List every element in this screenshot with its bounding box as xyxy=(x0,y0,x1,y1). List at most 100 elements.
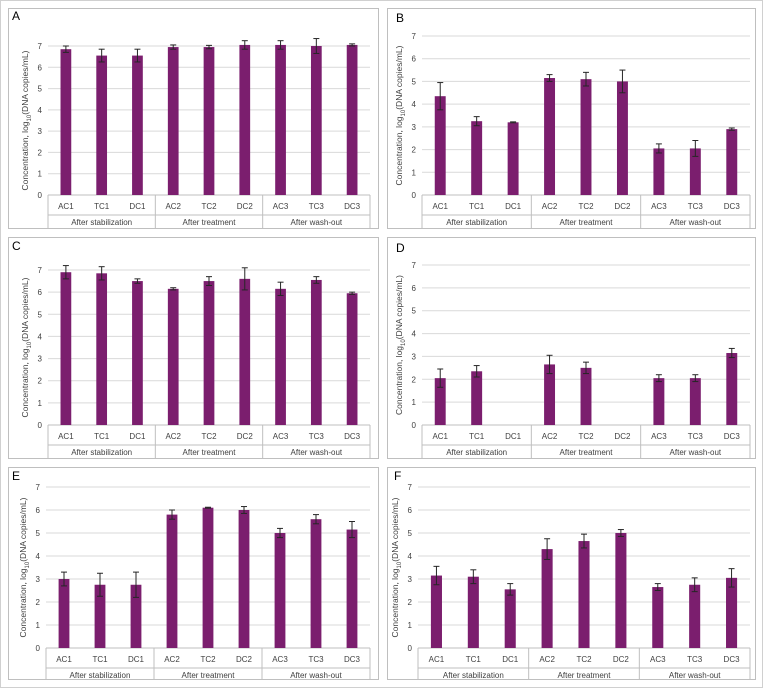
group-label: After wash-out xyxy=(290,671,342,680)
category-label: AC2 xyxy=(542,432,558,441)
category-label: AC1 xyxy=(429,655,445,664)
bar xyxy=(238,510,250,648)
bar xyxy=(544,364,556,425)
category-label: TC2 xyxy=(201,202,217,211)
group-label: After wash-out xyxy=(291,218,343,227)
category-label: AC1 xyxy=(432,432,448,441)
bar xyxy=(96,55,108,196)
chart-panel-d: D 0 1 2 3 4 5 6 7 Concentration, log10(DNA copies… xyxy=(387,237,756,459)
category-label: AC1 xyxy=(58,432,74,441)
y-tick-label: 5 xyxy=(36,529,41,538)
bar xyxy=(274,533,286,648)
bar xyxy=(541,549,553,648)
y-tick-label: 0 xyxy=(412,191,417,200)
chart-panel-f: F 0 1 2 3 4 5 6 7 Concentration, log10(DNA copies… xyxy=(387,467,756,680)
category-label: DC3 xyxy=(724,202,741,211)
bar xyxy=(310,279,322,425)
bar xyxy=(58,579,70,648)
bar xyxy=(653,378,665,425)
y-axis-label: Concentration, log10(DNA copies/mL) xyxy=(390,497,403,637)
panel-frame xyxy=(387,8,756,229)
bar xyxy=(166,514,178,648)
bar xyxy=(60,49,72,195)
bar xyxy=(726,353,738,425)
y-tick-label: 1 xyxy=(412,398,417,407)
bar xyxy=(580,79,592,195)
category-label: AC1 xyxy=(56,655,72,664)
y-tick-label: 2 xyxy=(412,375,417,384)
group-label: After stabilization xyxy=(71,448,132,457)
bar xyxy=(132,55,143,196)
bar xyxy=(471,121,483,195)
y-tick-label: 7 xyxy=(412,261,417,270)
category-label: TC2 xyxy=(200,655,216,664)
panel-label: F xyxy=(394,469,401,483)
group-label: After wash-out xyxy=(291,448,343,457)
bar xyxy=(615,533,627,648)
bar xyxy=(726,129,738,195)
group-label: After wash-out xyxy=(670,218,722,227)
bar xyxy=(203,281,215,425)
chart-panel-c: C 0 1 2 3 4 5 6 7 Concentration, log10(DNA copies… xyxy=(8,237,379,459)
panel-frame xyxy=(387,237,756,459)
bar xyxy=(580,367,592,425)
bar xyxy=(578,541,590,648)
category-label: DC2 xyxy=(614,202,631,211)
bar xyxy=(616,81,628,195)
y-axis-label: Concentration, log10(DNA copies/mL) xyxy=(394,275,407,415)
category-label: DC2 xyxy=(613,655,630,664)
category-label: DC1 xyxy=(128,655,145,664)
y-tick-label: 5 xyxy=(412,307,417,316)
y-tick-label: 4 xyxy=(408,552,413,561)
bar xyxy=(310,519,322,648)
chart-panel-b: B 0 1 2 3 4 5 6 7 Concentration, log10(DNA copies… xyxy=(387,8,756,229)
category-label: TC1 xyxy=(92,655,108,664)
y-tick-label: 2 xyxy=(38,148,43,157)
category-label: TC1 xyxy=(466,655,482,664)
category-label: DC1 xyxy=(505,432,522,441)
group-label: After stabilization xyxy=(446,448,507,457)
y-tick-label: 2 xyxy=(38,377,43,386)
group-label: After wash-out xyxy=(669,671,721,680)
category-label: AC2 xyxy=(539,655,555,664)
category-label: TC3 xyxy=(309,432,325,441)
group-label: After wash-out xyxy=(670,448,722,457)
group-label: After stabilization xyxy=(446,218,507,227)
y-tick-label: 5 xyxy=(408,529,413,538)
category-label: DC1 xyxy=(129,432,146,441)
bar xyxy=(689,148,701,195)
panel-label: D xyxy=(396,241,405,255)
y-axis-label: Concentration, log10(DNA copies/mL) xyxy=(18,497,31,637)
bar xyxy=(726,577,738,648)
y-tick-label: 2 xyxy=(36,598,41,607)
category-label: TC3 xyxy=(688,432,704,441)
y-tick-label: 3 xyxy=(412,123,417,132)
bar xyxy=(689,378,701,425)
bar xyxy=(130,584,142,648)
y-tick-label: 6 xyxy=(36,506,41,515)
bar xyxy=(652,587,664,648)
category-label: TC2 xyxy=(201,432,217,441)
group-label: After treatment xyxy=(183,218,237,227)
panel-label: B xyxy=(396,11,404,25)
category-label: DC3 xyxy=(344,202,361,211)
bar xyxy=(132,281,143,425)
category-label: TC1 xyxy=(94,202,110,211)
category-label: DC1 xyxy=(505,202,522,211)
y-tick-label: 3 xyxy=(36,575,41,584)
y-tick-label: 0 xyxy=(408,644,413,653)
category-label: TC3 xyxy=(309,202,325,211)
y-tick-label: 4 xyxy=(36,552,41,561)
category-label: AC2 xyxy=(165,202,181,211)
category-label: TC3 xyxy=(308,655,324,664)
y-tick-label: 4 xyxy=(412,330,417,339)
bar xyxy=(434,96,446,195)
bar xyxy=(96,273,108,425)
y-tick-label: 7 xyxy=(408,483,413,492)
category-label: TC3 xyxy=(688,202,704,211)
category-label: TC3 xyxy=(687,655,703,664)
y-tick-label: 6 xyxy=(38,63,43,72)
category-label: AC3 xyxy=(651,432,667,441)
bar xyxy=(504,589,516,648)
